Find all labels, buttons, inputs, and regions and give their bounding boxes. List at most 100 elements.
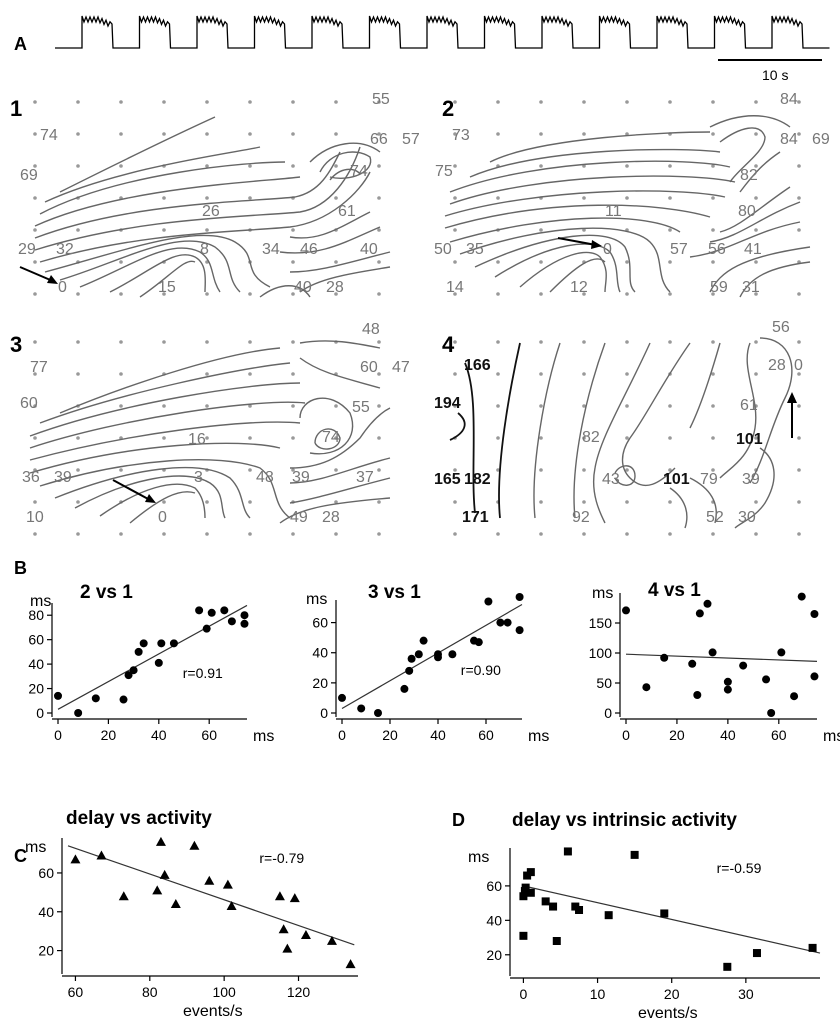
latency-label: 101	[736, 431, 763, 448]
electrode-dot	[33, 164, 37, 168]
electrode-dot	[625, 532, 629, 536]
latency-label: 49	[290, 509, 308, 526]
data-point	[693, 691, 702, 699]
chart-title: 4 vs 1	[648, 580, 701, 601]
electrode-dot	[668, 340, 672, 344]
electrode-dot	[162, 404, 166, 408]
latency-label: 46	[300, 241, 318, 258]
x-tick-label: 80	[142, 984, 158, 1000]
electrode-dot	[496, 372, 500, 376]
electrode-dot	[754, 228, 758, 232]
data-point	[723, 962, 732, 971]
electrode-dot	[754, 436, 758, 440]
x-axis-label: events/s	[183, 1003, 243, 1020]
y-tick-label: 60	[312, 615, 328, 631]
electrode-dot	[162, 132, 166, 136]
electrode-dot	[496, 532, 500, 536]
electrode-dot	[119, 132, 123, 136]
x-tick-label: 0	[54, 727, 62, 743]
regression-line	[523, 885, 821, 954]
electrode-dot	[539, 164, 543, 168]
latency-label: 16	[188, 431, 206, 448]
panel-d-letter: D	[452, 810, 465, 830]
electrode-dot	[76, 532, 80, 536]
electrode-dot	[754, 340, 758, 344]
electrode-dot	[205, 500, 209, 504]
correlation-label: r=-0.79	[259, 850, 304, 866]
electrode-dot	[162, 340, 166, 344]
electrode-dot	[754, 292, 758, 296]
y-axis-label: ms	[25, 839, 46, 856]
electrode-dot	[33, 228, 37, 232]
data-point	[767, 709, 776, 717]
electrode-dot	[711, 260, 715, 264]
latency-label: 34	[262, 241, 280, 258]
electrode-dot	[453, 100, 457, 104]
data-point	[810, 672, 819, 681]
electrode-dot	[582, 468, 586, 472]
electrode-dot	[797, 132, 801, 136]
latency-label: 74	[40, 127, 58, 144]
data-point	[708, 648, 717, 657]
x-axis-label: ms	[528, 728, 549, 745]
electrode-dot	[119, 340, 123, 344]
electrode-dot	[33, 260, 37, 264]
latency-label: 52	[706, 509, 724, 526]
electrode-dot	[711, 436, 715, 440]
electrode-dot	[248, 340, 252, 344]
electrode-dot	[248, 436, 252, 440]
latency-label: 165	[434, 471, 461, 488]
data-point	[357, 704, 366, 713]
electrode-dot	[291, 468, 295, 472]
data-point	[119, 695, 128, 704]
electrode-dot	[453, 532, 457, 536]
latency-label: 74	[350, 163, 368, 180]
electrode-dot	[797, 164, 801, 168]
electrode-dot	[582, 500, 586, 504]
y-tick-label: 40	[312, 645, 328, 661]
electrode-dot	[754, 132, 758, 136]
electrode-dot	[205, 292, 209, 296]
electrode-dot	[248, 100, 252, 104]
electrode-dot	[797, 196, 801, 200]
electrode-dot	[377, 340, 381, 344]
y-tick-label: 60	[28, 632, 44, 648]
data-point	[762, 675, 771, 684]
electrode-dot	[539, 292, 543, 296]
latency-label: 61	[740, 397, 758, 414]
latency-label: 60	[20, 395, 38, 412]
data-point	[777, 648, 786, 657]
electrode-dot	[119, 372, 123, 376]
data-point	[503, 618, 512, 627]
data-point	[519, 892, 528, 901]
electrode-dot	[797, 340, 801, 344]
electrode-dot	[453, 500, 457, 504]
electrode-dot	[76, 164, 80, 168]
electrode-dot	[668, 228, 672, 232]
x-tick-label: 20	[382, 727, 398, 743]
propagation-arrow	[112, 479, 151, 501]
scatter-delay-vs-activity: 60 80 100 120 20 40 60 ms events/s delay vs activ…	[25, 808, 358, 1020]
scatter-delay-vs-intrinsic: 0 10 20 30 20 40 60 ms events/s delay vs intrinsi…	[468, 810, 821, 1022]
latency-label: 82	[582, 429, 600, 446]
data-point	[604, 911, 613, 920]
latency-label: 39	[54, 469, 72, 486]
electrode-dot	[119, 100, 123, 104]
electrode-dot	[291, 532, 295, 536]
electrode-dot	[496, 292, 500, 296]
data-point	[575, 906, 584, 914]
data-point	[226, 900, 237, 910]
data-point	[282, 943, 293, 953]
electrode-dot	[377, 404, 381, 408]
chart-title: 3 vs 1	[368, 582, 421, 603]
electrode-dot	[334, 532, 338, 536]
electrode-dot	[377, 468, 381, 472]
electrode-dot	[377, 372, 381, 376]
panel-c-letter: C	[14, 846, 27, 866]
electrode-dot	[76, 468, 80, 472]
data-point	[797, 592, 806, 601]
electrode-dot	[119, 532, 123, 536]
electrode-dot	[162, 436, 166, 440]
